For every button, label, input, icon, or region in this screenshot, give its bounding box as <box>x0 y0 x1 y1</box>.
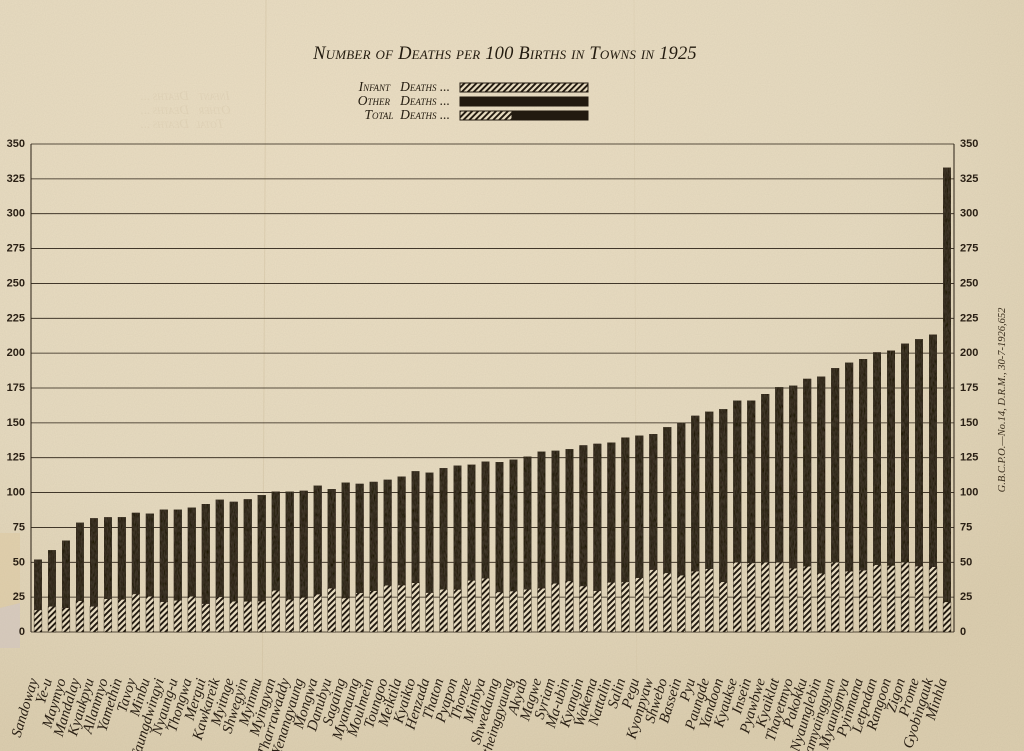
svg-text:Total Deaths ...: Total Deaths ... <box>140 116 224 131</box>
svg-text:G.B.C.P.O.—No.14, D.R.M., 30-7: G.B.C.P.O.—No.14, D.R.M., 30-7-1926,652 <box>997 307 1008 492</box>
svg-text:225: 225 <box>7 312 25 324</box>
svg-text:Number of Deaths per 100 Birth: Number of Deaths per 100 Births in Towns… <box>312 44 697 64</box>
svg-text:150: 150 <box>7 417 25 429</box>
svg-text:125: 125 <box>960 452 978 464</box>
svg-text:50: 50 <box>960 556 972 568</box>
svg-text:275: 275 <box>7 243 25 255</box>
svg-text:0: 0 <box>960 626 966 638</box>
svg-text:Infant Deaths ...: Infant Deaths ... <box>358 79 450 94</box>
svg-text:150: 150 <box>960 417 978 429</box>
svg-text:25: 25 <box>960 591 972 603</box>
svg-text:275: 275 <box>960 243 978 255</box>
svg-text:75: 75 <box>960 521 972 533</box>
svg-text:25: 25 <box>13 591 25 603</box>
svg-text:Other Deaths ...: Other Deaths ... <box>140 102 231 117</box>
svg-text:350: 350 <box>960 138 978 150</box>
svg-text:250: 250 <box>7 277 25 289</box>
svg-text:175: 175 <box>960 382 978 394</box>
svg-text:325: 325 <box>7 173 25 185</box>
svg-text:Other Deaths ...: Other Deaths ... <box>358 93 450 108</box>
svg-text:225: 225 <box>960 312 978 324</box>
svg-text:300: 300 <box>960 208 978 220</box>
svg-text:325: 325 <box>960 173 978 185</box>
svg-text:125: 125 <box>7 452 25 464</box>
svg-text:200: 200 <box>960 347 978 359</box>
svg-text:200: 200 <box>7 347 25 359</box>
svg-text:Total Deaths ...: Total Deaths ... <box>364 107 450 122</box>
svg-text:175: 175 <box>7 382 25 394</box>
svg-text:0: 0 <box>19 626 25 638</box>
svg-text:350: 350 <box>7 138 25 150</box>
svg-text:100: 100 <box>7 487 25 499</box>
svg-text:100: 100 <box>960 487 978 499</box>
svg-text:75: 75 <box>13 521 25 533</box>
svg-text:250: 250 <box>960 277 978 289</box>
svg-text:300: 300 <box>7 208 25 220</box>
svg-text:50: 50 <box>13 556 25 568</box>
svg-text:Infant Deaths ...: Infant Deaths ... <box>140 88 231 103</box>
